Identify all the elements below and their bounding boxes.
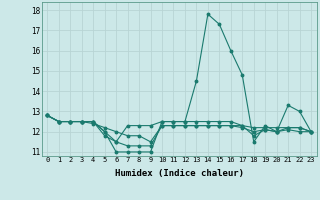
X-axis label: Humidex (Indice chaleur): Humidex (Indice chaleur) [115, 169, 244, 178]
